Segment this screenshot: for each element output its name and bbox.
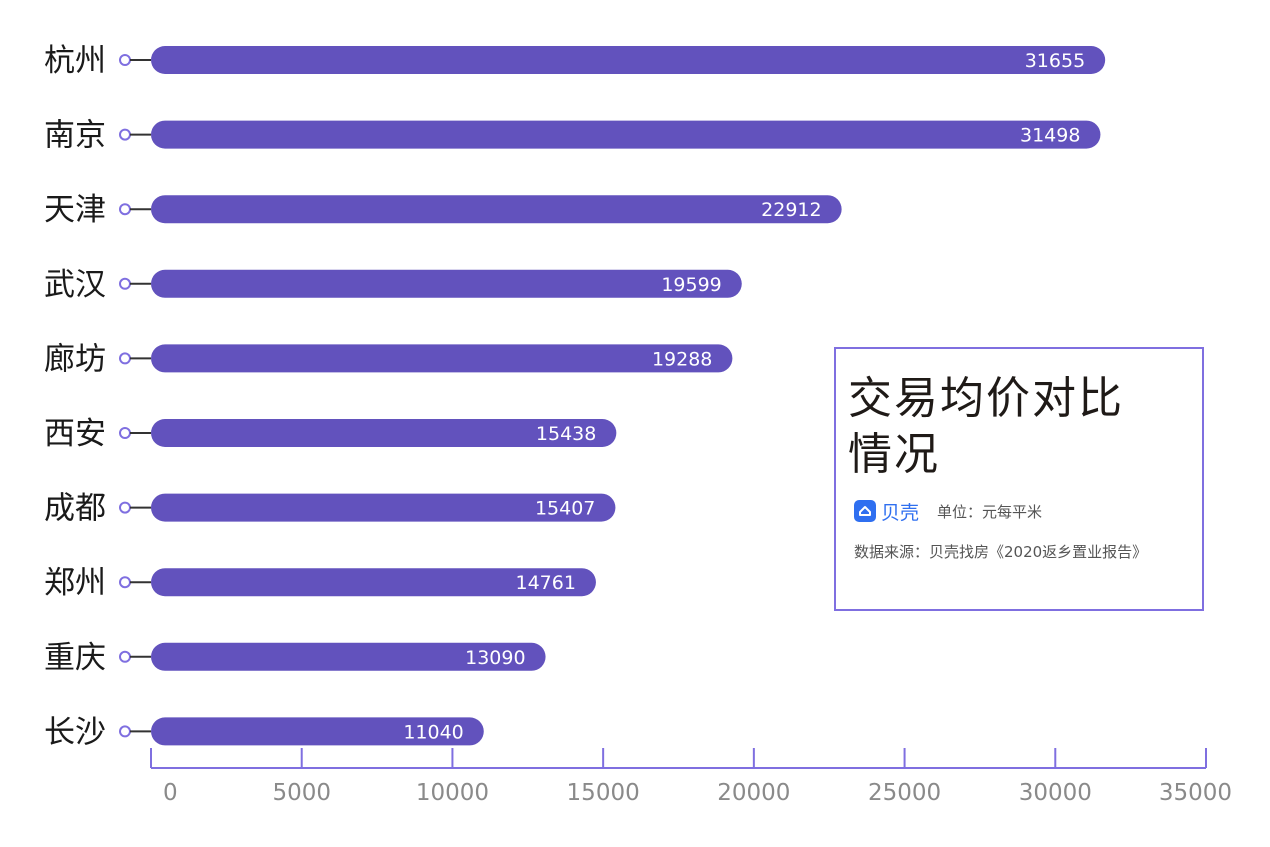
marker-dot xyxy=(119,725,131,738)
bar-row: 武汉 19599 xyxy=(44,267,742,303)
x-tick-label: 20000 xyxy=(717,780,790,806)
bar-row: 郑州 14761 xyxy=(44,565,596,601)
value-label: 15438 xyxy=(536,423,596,445)
value-label: 19288 xyxy=(652,348,712,370)
x-tick-label: 30000 xyxy=(1019,780,1092,806)
bar xyxy=(151,195,842,224)
marker-dot xyxy=(119,54,131,66)
bar-row: 西安 15438 xyxy=(44,416,617,452)
bar xyxy=(151,493,616,522)
x-tick-label: 25000 xyxy=(868,780,941,806)
chart-title-line-1: 交易均价对比 xyxy=(848,373,1124,424)
bar xyxy=(151,46,1106,74)
x-tick-label: 5000 xyxy=(272,780,331,806)
unit-label: 单位：元每平米 xyxy=(937,502,1043,521)
value-label: 13090 xyxy=(465,647,525,669)
value-label: 19599 xyxy=(661,274,721,296)
x-tick-label: 10000 xyxy=(416,780,489,806)
bar-row: 南京 31498 xyxy=(44,118,1101,154)
bar-row: 重庆 13090 xyxy=(44,640,546,676)
brand-name: 贝壳 xyxy=(881,501,920,524)
value-label: 14761 xyxy=(515,572,575,594)
x-tick-label: 15000 xyxy=(567,780,640,806)
x-tick-label: 35000 xyxy=(1159,780,1232,806)
bar xyxy=(151,120,1101,149)
marker-dot xyxy=(119,650,131,663)
bar xyxy=(151,642,546,671)
category-label: 长沙 xyxy=(44,714,106,750)
marker-dot xyxy=(119,128,131,141)
bar xyxy=(151,568,596,597)
marker-dot xyxy=(119,352,131,365)
value-label: 15407 xyxy=(535,498,595,520)
category-label: 廊坊 xyxy=(44,341,106,377)
value-label: 31498 xyxy=(1020,125,1080,147)
category-label: 天津 xyxy=(44,192,106,228)
bar xyxy=(151,717,484,746)
x-tick-label: 0 xyxy=(163,780,178,806)
bar-row: 成都 15407 xyxy=(44,491,616,527)
category-label: 武汉 xyxy=(44,267,106,303)
bar xyxy=(151,344,733,373)
marker-dot xyxy=(119,501,131,514)
category-label: 杭州 xyxy=(44,43,106,79)
brand-row: 贝壳 单位：元每平米 xyxy=(854,499,1043,524)
chart-title-line-2: 情况 xyxy=(848,429,940,480)
bar-row: 长沙 11040 xyxy=(44,714,484,750)
source-note: 数据来源：贝壳找房《2020返乡置业报告》 xyxy=(854,543,1148,561)
marker-dot xyxy=(119,277,131,290)
category-label: 西安 xyxy=(44,416,106,452)
value-label: 31655 xyxy=(1025,50,1085,72)
category-label: 重庆 xyxy=(44,640,106,676)
bar xyxy=(151,419,617,447)
value-label: 22912 xyxy=(761,199,821,221)
marker-dot xyxy=(119,427,131,439)
bar-row: 杭州 31655 xyxy=(44,43,1106,79)
chart-title: 交易均价对比 情况 xyxy=(848,371,1178,483)
marker-dot xyxy=(119,203,131,216)
category-label: 南京 xyxy=(44,118,106,154)
bar-row: 廊坊 19288 xyxy=(44,341,733,377)
category-label: 成都 xyxy=(44,491,106,527)
info-box: 交易均价对比 情况 贝壳 单位：元每平米 数据来源：贝壳找房《2020返乡置业报… xyxy=(834,347,1204,611)
marker-dot xyxy=(119,576,131,589)
category-label: 郑州 xyxy=(44,565,106,601)
value-label: 11040 xyxy=(403,721,463,743)
bar-row: 天津 22912 xyxy=(44,192,842,228)
beike-logo-icon xyxy=(854,500,876,522)
bar xyxy=(151,269,742,298)
